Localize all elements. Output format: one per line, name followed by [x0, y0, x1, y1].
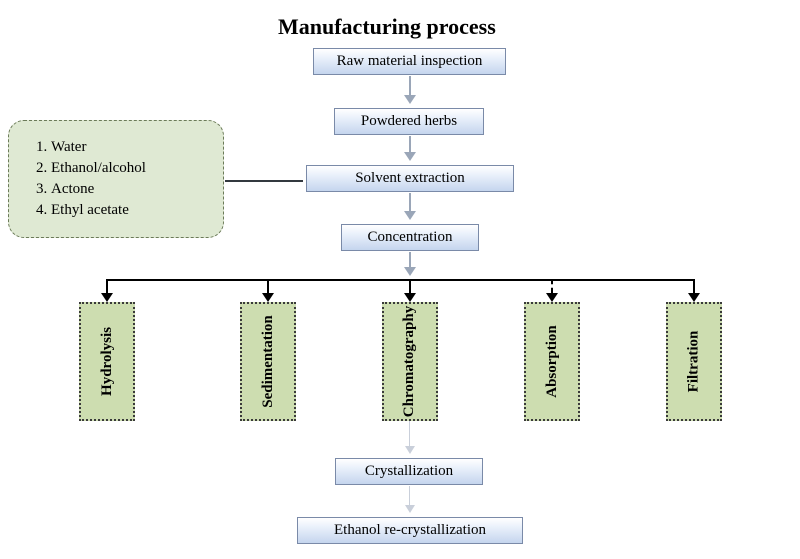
process-filtration: Filtration [666, 302, 722, 421]
step-2: Solvent extraction [306, 165, 514, 192]
process-label: Hydrolysis [99, 327, 116, 396]
arrow-down-4 [409, 486, 410, 511]
step-1: Powdered herbs [334, 108, 484, 135]
branch-drop-0 [106, 279, 108, 293]
step-5: Ethanol re-crystallization [297, 517, 523, 544]
branch-arrowhead-3 [546, 293, 558, 302]
sidebox-connector [225, 180, 303, 182]
process-label: Sedimentation [260, 315, 277, 408]
process-chromatography: Chromatography [382, 302, 438, 421]
solvent-list: Water Ethanol/alcohol Actone Ethyl acetate [51, 139, 203, 219]
process-label: Filtration [686, 331, 703, 393]
arrow-down-3 [409, 420, 410, 452]
process-sedimentation: Sedimentation [240, 302, 296, 421]
arrow-down-2 [409, 193, 411, 218]
solvent-item-2: Actone [51, 181, 203, 198]
step-3: Concentration [341, 224, 479, 251]
branch-drop-2 [409, 279, 411, 293]
process-hydrolysis: Hydrolysis [79, 302, 135, 421]
branch-line [106, 279, 693, 281]
solvent-item-1: Ethanol/alcohol [51, 160, 203, 177]
solvent-item-0: Water [51, 139, 203, 156]
solvent-item-3: Ethyl acetate [51, 202, 203, 219]
branch-drop-4 [693, 279, 695, 293]
branch-arrowhead-2 [404, 293, 416, 302]
process-absorption: Absorption [524, 302, 580, 421]
branch-drop-1 [267, 279, 269, 293]
step-0: Raw material inspection [313, 48, 506, 75]
process-label: Chromatography [402, 306, 419, 417]
page-title: Manufacturing process [278, 14, 496, 40]
branch-arrowhead-0 [101, 293, 113, 302]
branch-arrowhead-1 [262, 293, 274, 302]
arrow-down-1 [409, 136, 411, 159]
process-label: Absorption [544, 325, 561, 398]
solvent-list-box: Water Ethanol/alcohol Actone Ethyl acetate [8, 120, 224, 238]
branch-drop-3 [551, 279, 553, 293]
step-4: Crystallization [335, 458, 483, 485]
arrow-down-0 [409, 76, 411, 102]
branch-arrowhead-4 [688, 293, 700, 302]
arrow-down-5 [409, 252, 411, 274]
